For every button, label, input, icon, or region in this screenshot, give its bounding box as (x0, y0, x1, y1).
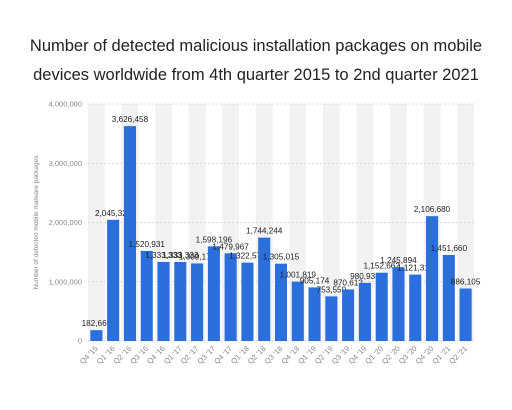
data-label: 1,245,894 (380, 256, 417, 265)
data-label: 1,001,819 (280, 271, 317, 280)
y-axis-label: Number of detected mobile malware packag… (33, 155, 40, 290)
data-label: 1,744,244 (246, 227, 283, 236)
data-label: 1,305,015 (263, 253, 300, 262)
data-label: 1,598,196 (196, 235, 233, 244)
bar (107, 219, 120, 341)
data-label: 1,333,333 (145, 251, 182, 260)
bar (375, 272, 388, 341)
data-label: 1,333,333 (162, 251, 199, 260)
data-label: 886,105 (451, 277, 481, 286)
y-tick-label: 0 (78, 337, 82, 346)
data-label: 1,309,178 (179, 252, 216, 261)
bar (207, 246, 220, 341)
data-label: 2,045,323 (95, 209, 132, 218)
bar (157, 262, 170, 341)
data-label: 1,121,318 (397, 264, 434, 273)
bar (459, 288, 472, 341)
y-tick-label: 4,000,000 (49, 100, 82, 109)
data-label: 905,174 (300, 276, 330, 285)
data-label: 1,451,660 (431, 244, 468, 253)
data-label: 1,520,931 (129, 240, 166, 249)
data-label: 753,550 (317, 285, 347, 294)
bar (442, 254, 455, 341)
bar (258, 237, 271, 341)
y-tick-label: 1,000,000 (49, 277, 82, 286)
bar (274, 263, 288, 341)
bar (291, 281, 304, 341)
bar (224, 253, 237, 341)
bar (358, 282, 371, 341)
bar (325, 296, 338, 341)
x-tick-label: Q2 '21 (447, 344, 469, 366)
data-label: 1,479,967 (212, 242, 249, 251)
bar (409, 274, 422, 341)
data-label: 182,669 (82, 319, 112, 328)
chart-title-line-2: devices worldwide from 4th quarter 2015 … (33, 66, 479, 84)
column-band (322, 104, 340, 341)
bar (426, 216, 439, 341)
bar (123, 126, 136, 342)
data-label: 1,322,578 (229, 252, 266, 261)
bar (90, 330, 103, 341)
chart-title: Number of detected malicious installatio… (0, 32, 512, 90)
y-tick-label: 3,000,000 (49, 159, 82, 168)
data-label: 870,612 (333, 278, 363, 287)
data-label: 1,152,662 (363, 262, 400, 271)
bar (140, 250, 153, 341)
bar (174, 262, 187, 341)
data-label: 3,626,458 (112, 115, 149, 124)
chart-title-line-1: Number of detected malicious installatio… (29, 37, 483, 55)
data-label: 980,933 (350, 272, 380, 281)
bar (308, 287, 321, 341)
bar (191, 263, 204, 341)
bar (342, 289, 355, 341)
data-label: 2,106,680 (414, 205, 451, 214)
y-tick-label: 2,000,000 (49, 218, 82, 227)
bar (392, 267, 405, 341)
bar (241, 262, 254, 341)
